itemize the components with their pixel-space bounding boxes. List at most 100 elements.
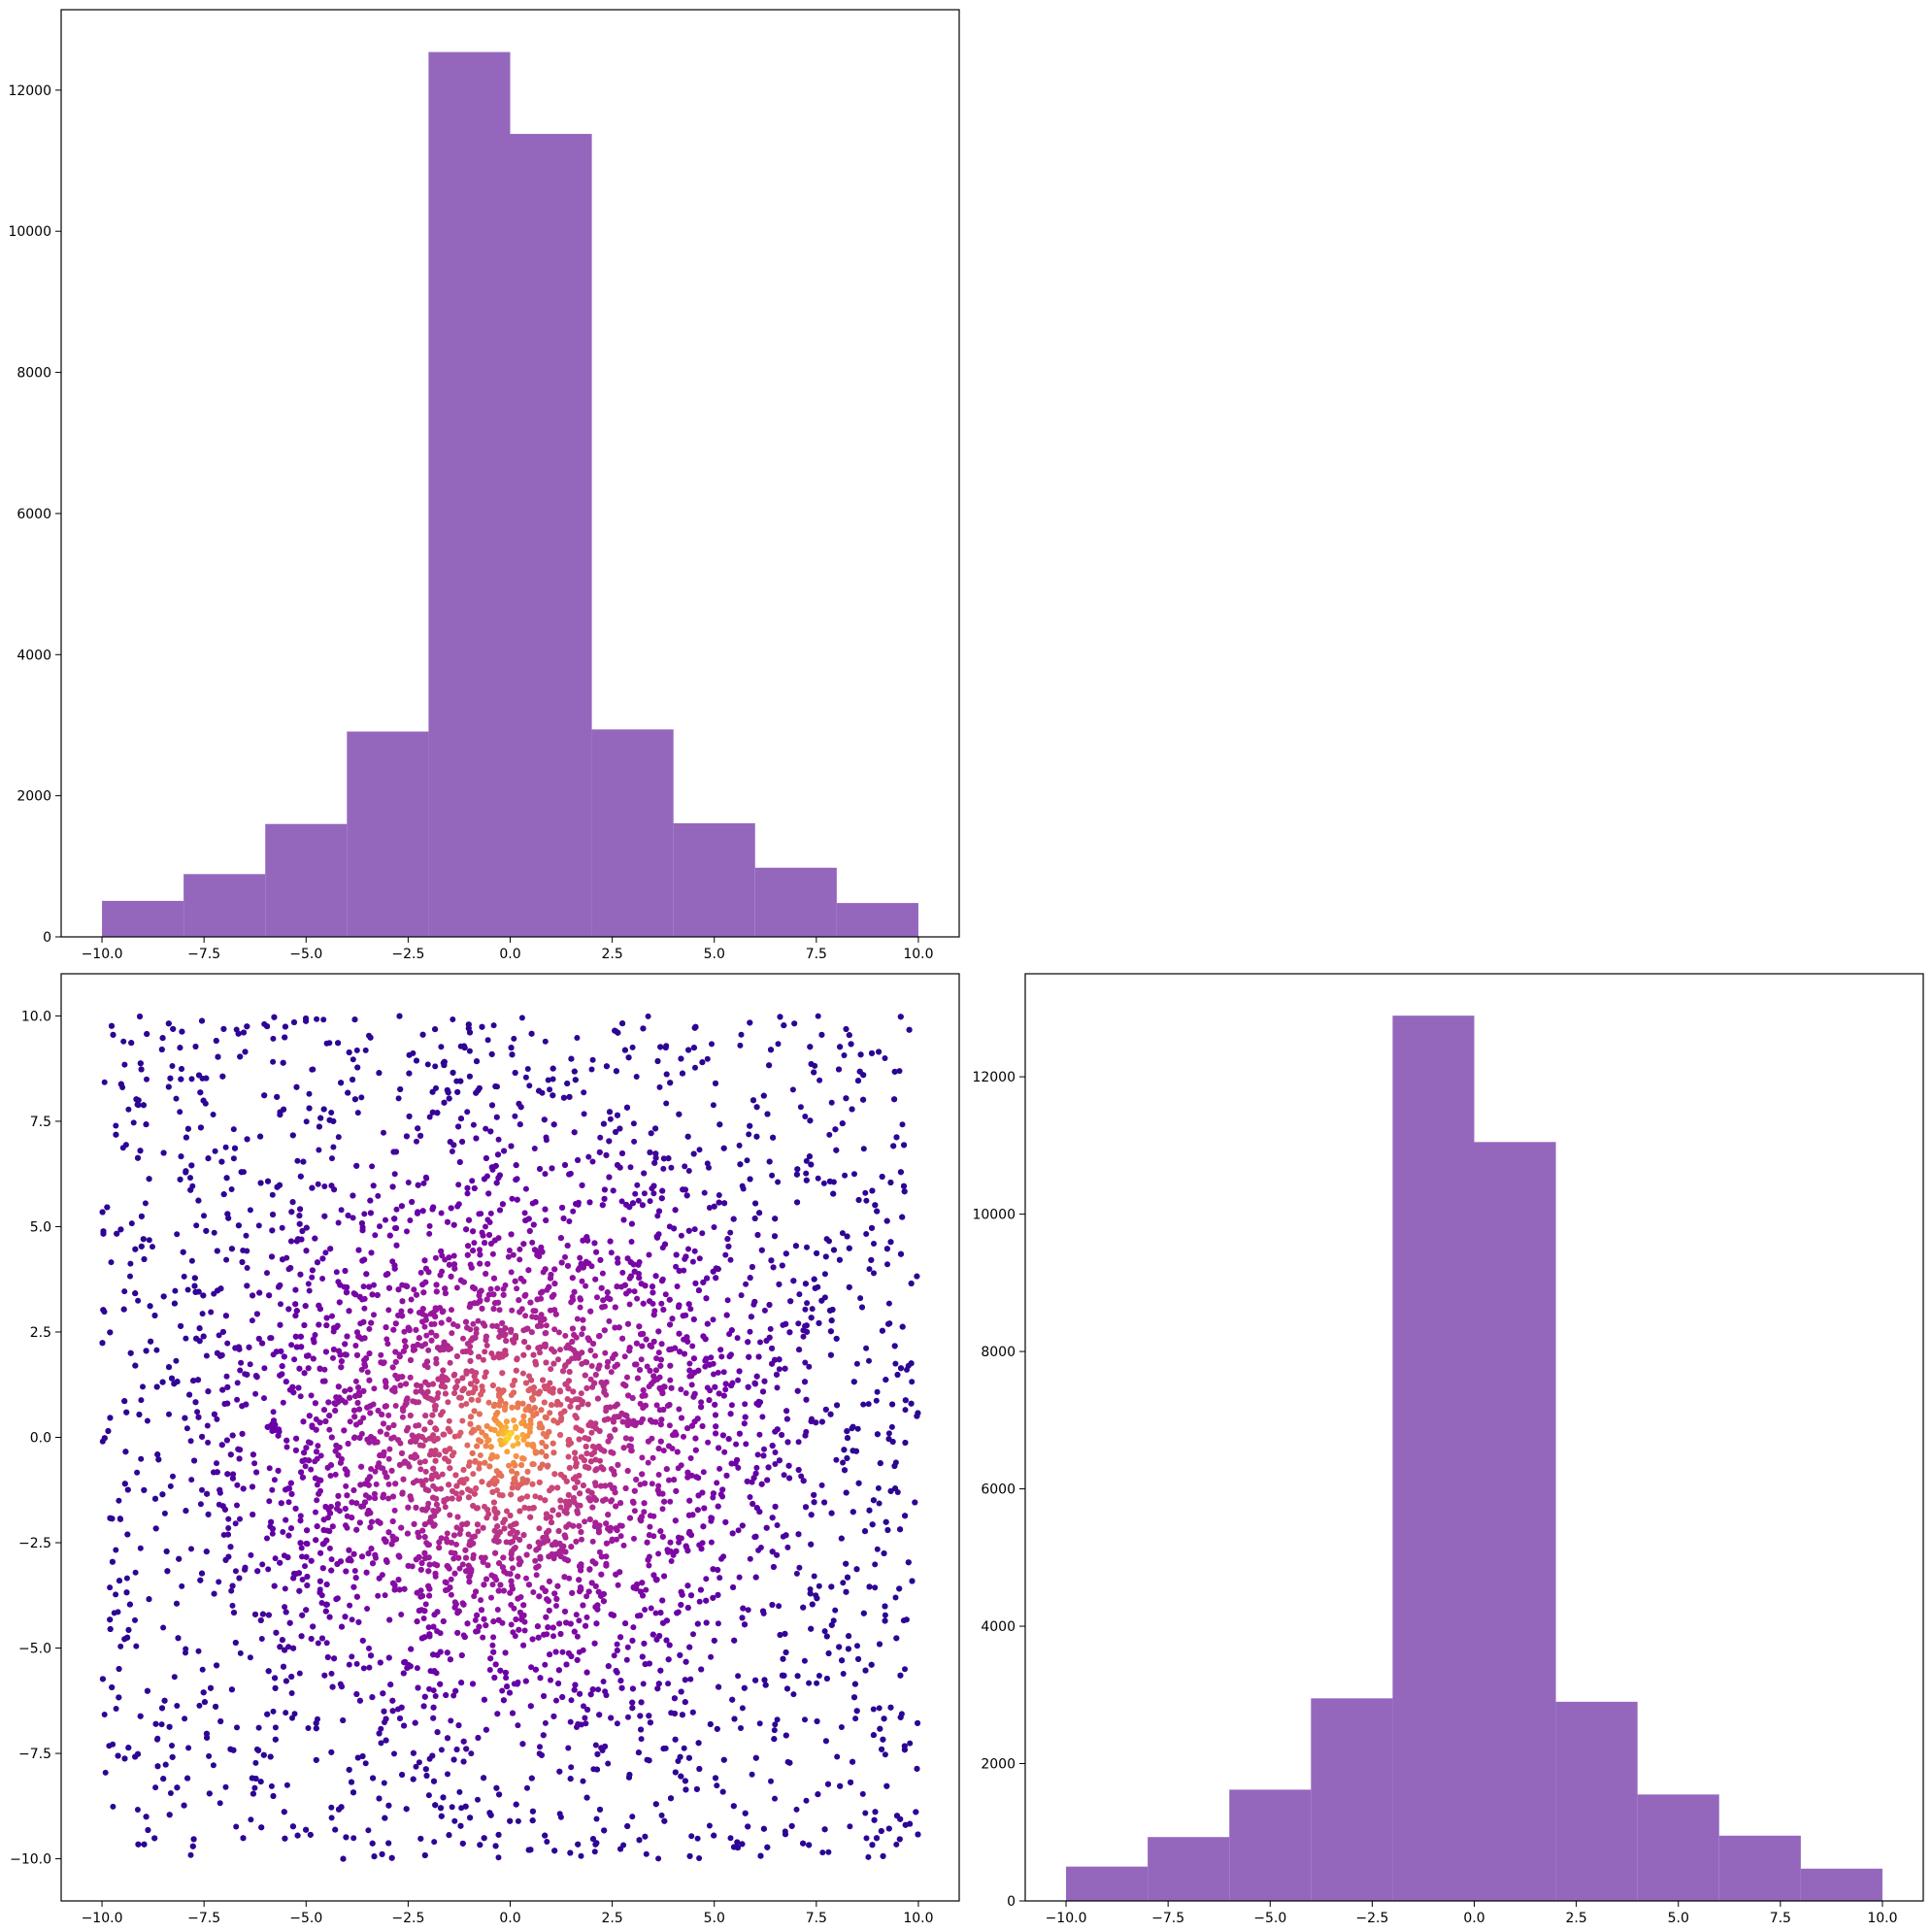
scatter-point [816,1582,822,1589]
scatter-point [550,1092,556,1099]
scatter-point [305,1365,312,1372]
scatter-point [678,1588,684,1595]
scatter-point [117,1643,124,1649]
scatter-point [359,1753,366,1759]
histogram-bar [510,133,592,937]
scatter-point [377,1223,383,1230]
scatter-point [772,1216,779,1222]
scatter-point [725,1243,732,1249]
scatter-point [409,1199,416,1205]
scatter-point [123,1575,130,1582]
scatter-point [803,1177,810,1183]
scatter-point [693,1785,700,1792]
scatter-point [377,1659,383,1666]
scatter-point [204,1490,211,1497]
scatter-point [356,1697,363,1704]
scatter-point [589,1056,596,1063]
scatter-point [137,1060,144,1067]
scatter-point [160,1624,167,1631]
scatter-point [433,1084,439,1091]
scatter-point [638,1699,645,1706]
scatter-point [803,1396,810,1403]
scatter-point [292,1301,299,1308]
scatter-point [293,1435,300,1442]
scatter-point [204,1422,211,1429]
scatter-point [736,1142,743,1149]
scatter-point [683,1658,689,1665]
scatter-point [292,1505,299,1512]
scatter-point [255,1724,262,1731]
scatter-point [403,1133,410,1140]
y-tick-label: 6000 [17,507,51,522]
scatter-point [150,1244,155,1250]
scatter-point [251,1784,258,1791]
scatter-point [652,1154,659,1161]
scatter-point [769,1549,776,1555]
scatter-point [295,1384,302,1391]
scatter-point [828,1583,835,1590]
scatter-point [358,1094,365,1101]
scatter-point [224,1340,231,1347]
scatter-point [445,1771,450,1778]
scatter-point [913,1809,919,1815]
scatter-point [320,1016,327,1023]
scatter-point [871,1241,877,1247]
scatter-point [321,1213,328,1219]
scatter-point [885,1825,892,1832]
scatter-point [802,1359,809,1366]
scatter-point [458,1652,465,1658]
scatter-point [101,1309,108,1316]
scatter-point [874,1388,881,1395]
scatter-point [347,1602,353,1609]
scatter-point [200,1333,207,1340]
scatter-point [690,1355,697,1362]
scatter-point [289,1199,296,1206]
scatter-point [371,1853,378,1860]
scatter-point [489,1166,496,1173]
scatter-point [629,1699,636,1706]
scatter-point [299,1612,306,1618]
scatter-point [841,1052,848,1058]
scatter-point [825,1781,831,1787]
scatter-point [730,1803,737,1810]
scatter-point [187,1851,194,1858]
scatter-point [203,1227,210,1234]
scatter-point [907,1740,914,1747]
scatter-point [119,1084,126,1090]
scatter-point [722,1381,729,1387]
scatter-point [839,1657,846,1664]
scatter-point [292,1447,299,1453]
scatter-point [816,1319,822,1326]
scatter-point [814,1249,820,1256]
scatter-point [462,1803,469,1810]
scatter-point [677,1651,683,1658]
scatter-point [699,1230,706,1237]
scatter-point [335,1040,342,1047]
scatter-point [513,1801,519,1808]
scatter-point [225,1215,232,1221]
scatter-point [488,1050,495,1057]
scatter-point [785,1462,792,1469]
scatter-point [790,1278,797,1284]
scatter-point [154,1763,161,1770]
scatter-point [107,1584,114,1591]
scatter-point [303,1445,310,1451]
scatter-point [794,1673,801,1680]
scatter-point [214,1460,219,1467]
scatter-point [244,1023,250,1030]
scatter-point [643,1586,650,1593]
scatter-point [565,1745,572,1751]
scatter-point [755,1353,762,1360]
scatter-point [459,1139,466,1145]
scatter-point [310,1066,316,1073]
scatter-point [528,1775,535,1782]
scatter-point [711,1832,717,1839]
scatter-point [629,1705,636,1712]
scatter-point [153,1383,160,1390]
scatter-point [212,1148,218,1154]
scatter-point [682,1677,688,1683]
scatter-point [432,1693,439,1699]
scatter-point [740,1185,747,1192]
scatter-point [660,1619,666,1626]
scatter-point [639,1653,646,1660]
